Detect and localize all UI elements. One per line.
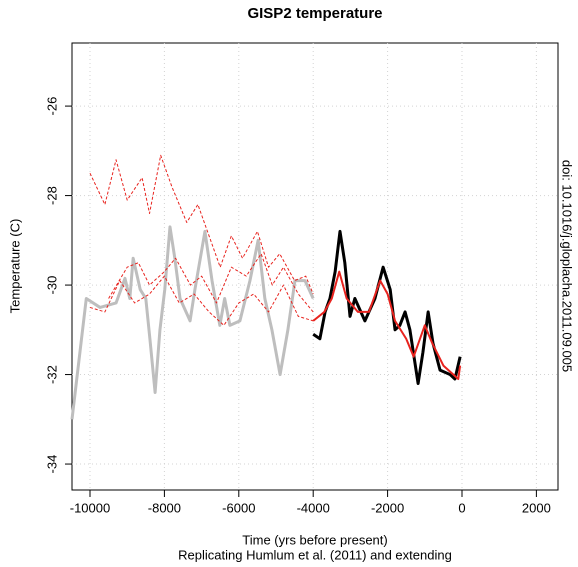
series-line bbox=[108, 253, 314, 313]
x-tick-label: 0 bbox=[458, 500, 465, 515]
x-tick-label: -4000 bbox=[297, 500, 330, 515]
plot-frame bbox=[71, 42, 559, 491]
y-axis-label: Temperature (C) bbox=[7, 219, 22, 314]
x-tick-label: -8000 bbox=[148, 500, 181, 515]
x-tick-label: 2000 bbox=[522, 500, 551, 515]
subtitle: Replicating Humlum et al. (2011) and ext… bbox=[178, 547, 452, 562]
y-tick-label: -32 bbox=[44, 365, 59, 384]
series-line bbox=[89, 154, 314, 295]
series-line bbox=[312, 229, 462, 386]
series-line bbox=[312, 270, 462, 381]
x-axis-label: Time (yrs before present) bbox=[242, 532, 387, 547]
series-line bbox=[89, 275, 314, 326]
y-tick-label: -30 bbox=[44, 276, 59, 295]
series-line bbox=[70, 225, 315, 420]
y-tick-label: -34 bbox=[44, 455, 59, 474]
x-tick-label: -10000 bbox=[70, 500, 110, 515]
chart-title: GISP2 temperature bbox=[247, 5, 382, 22]
y-tick-label: -28 bbox=[44, 186, 59, 205]
y-tick-label: -26 bbox=[44, 97, 59, 116]
annotation: doi: 10.1016/j.gloplacha.2011.09.005 bbox=[560, 160, 575, 372]
x-tick-label: -2000 bbox=[371, 500, 404, 515]
x-tick-label: -6000 bbox=[222, 500, 255, 515]
